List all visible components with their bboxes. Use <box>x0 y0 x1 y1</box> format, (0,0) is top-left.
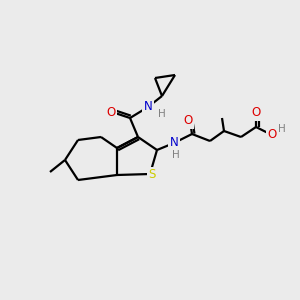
Text: N: N <box>169 136 178 149</box>
Text: O: O <box>267 128 277 142</box>
Text: O: O <box>251 106 261 119</box>
Text: N: N <box>144 100 152 113</box>
Text: O: O <box>106 106 116 118</box>
Text: H: H <box>278 124 286 134</box>
Text: H: H <box>172 150 180 160</box>
Text: O: O <box>183 115 193 128</box>
Text: H: H <box>158 109 166 119</box>
Text: S: S <box>148 169 156 182</box>
